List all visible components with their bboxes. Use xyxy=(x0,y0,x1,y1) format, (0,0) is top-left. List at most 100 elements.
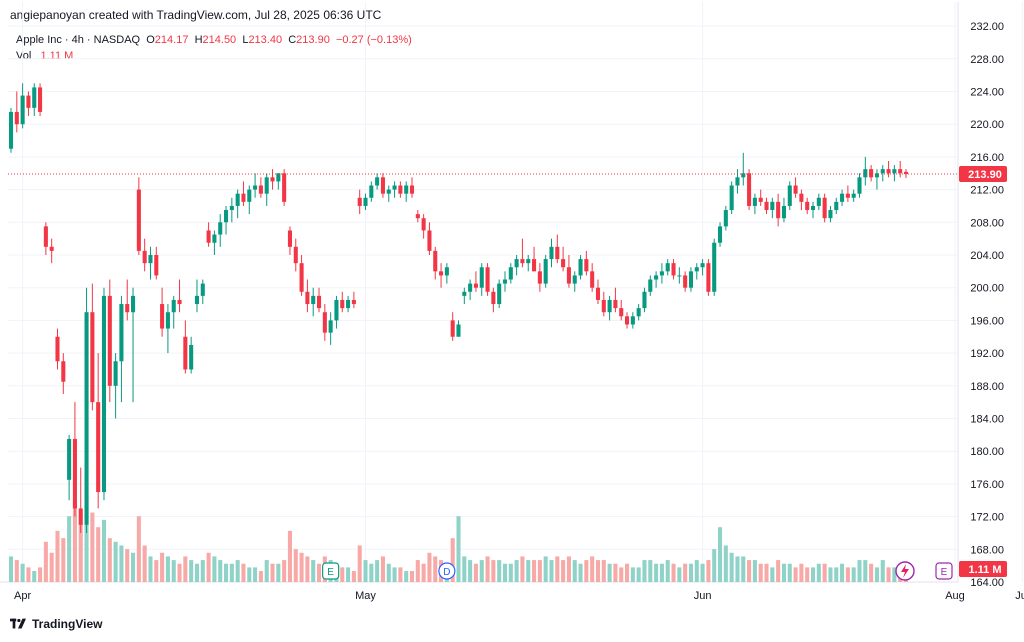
volume-bar xyxy=(125,549,130,582)
y-tick-label: 232.00 xyxy=(970,21,1004,33)
volume-bar xyxy=(857,560,862,582)
volume-bar xyxy=(433,556,438,582)
volume-bar xyxy=(892,567,897,582)
volume-bar xyxy=(601,560,606,582)
volume-bar xyxy=(613,563,618,582)
open-value: 214.17 xyxy=(154,34,189,46)
candle-body xyxy=(781,205,786,219)
volume-bar xyxy=(659,563,664,582)
volume-bar xyxy=(595,560,601,582)
volume-bar xyxy=(398,567,403,582)
y-tick-label: 180.00 xyxy=(970,446,1004,458)
volume-bar xyxy=(148,556,153,582)
volume-bar xyxy=(747,560,752,582)
volume-bar xyxy=(874,567,879,582)
volume-bar xyxy=(845,567,850,582)
candle-body xyxy=(607,299,612,313)
volume-bar xyxy=(287,530,292,582)
volume-bar xyxy=(787,563,792,582)
candle-body xyxy=(642,291,647,309)
volume-bar xyxy=(409,571,415,582)
volume-bar xyxy=(241,563,246,582)
volume-bar xyxy=(218,560,223,582)
candle-body xyxy=(892,169,897,174)
volume-bar xyxy=(607,563,612,582)
volume-bar xyxy=(497,560,502,582)
volume-bar xyxy=(799,563,804,582)
candle-body xyxy=(131,295,136,313)
volume-bar xyxy=(206,552,211,582)
candle-body xyxy=(613,299,618,309)
candle-body xyxy=(851,193,856,198)
candle-body xyxy=(311,295,316,305)
candle-body xyxy=(229,205,234,211)
candle-body xyxy=(49,246,54,251)
volume-bar xyxy=(264,560,269,582)
candle-body xyxy=(700,263,705,268)
candle-body xyxy=(526,259,531,264)
volume-bar xyxy=(555,556,560,582)
y-tick-label: 196.00 xyxy=(970,315,1004,327)
candle-body xyxy=(84,312,89,525)
candle-body xyxy=(543,259,548,284)
volume-bar xyxy=(485,556,490,582)
candle-body xyxy=(421,218,426,231)
volume-bar xyxy=(253,567,258,582)
last-price-label: 213.90 xyxy=(968,169,1002,181)
candle-body xyxy=(462,291,467,296)
volume-bar xyxy=(677,567,682,582)
volume-bar xyxy=(717,527,723,582)
volume-bar xyxy=(154,560,159,582)
candle-body xyxy=(874,173,879,178)
volume-bar xyxy=(194,563,200,582)
volume-bar xyxy=(212,556,217,582)
volume-bar xyxy=(688,563,694,582)
x-tick-label: Jul xyxy=(1015,590,1024,602)
candle-body xyxy=(799,193,804,202)
candle-body xyxy=(816,197,821,206)
volume-tag-label: 1.11 M xyxy=(968,564,1001,576)
y-tick-label: 168.00 xyxy=(970,544,1004,556)
candle-body xyxy=(590,271,595,288)
candle-body xyxy=(189,344,194,370)
candle-body xyxy=(305,291,310,305)
volume-bar xyxy=(723,545,728,582)
dividend-marker-icon xyxy=(438,562,456,580)
candle-body xyxy=(316,295,322,309)
candle-body xyxy=(322,312,327,333)
last-price-tag xyxy=(959,166,1007,183)
volume-bar xyxy=(851,567,856,582)
candle-body xyxy=(276,173,281,182)
volume-bar xyxy=(456,516,461,582)
candle-body xyxy=(444,267,449,276)
volume-bar xyxy=(450,538,455,582)
volume-bar xyxy=(520,556,525,582)
volume-bar xyxy=(160,552,165,582)
y-tick-label: 208.00 xyxy=(970,217,1004,229)
legend: Apple Inc · 4h · NASDAQ O214.17 H214.50 … xyxy=(16,32,412,64)
candle-body xyxy=(903,171,909,175)
candle-body xyxy=(723,210,728,227)
y-tick-label: 200.00 xyxy=(970,283,1004,295)
candle-body xyxy=(380,177,385,194)
y-tick-label: 220.00 xyxy=(970,119,1004,131)
candle-body xyxy=(532,259,537,272)
volume-bar xyxy=(584,560,589,582)
candle-body xyxy=(625,316,630,325)
candle-body xyxy=(520,259,525,264)
volume-bar xyxy=(630,567,635,582)
y-tick-label: 228.00 xyxy=(970,54,1004,66)
candle-body xyxy=(654,275,659,280)
candle-body xyxy=(863,169,868,178)
candle-body xyxy=(119,304,124,362)
candle-body xyxy=(160,304,165,329)
symbol-name[interactable]: Apple Inc · 4h · NASDAQ xyxy=(16,34,141,46)
candle-body xyxy=(107,295,112,386)
candle-body xyxy=(776,201,781,219)
volume-bar xyxy=(619,567,624,582)
volume-bar xyxy=(561,560,566,582)
chart-attribution: angiepanoyan created with TradingView.co… xyxy=(10,8,382,22)
candle-body xyxy=(805,201,810,211)
volume-bar xyxy=(508,563,513,582)
